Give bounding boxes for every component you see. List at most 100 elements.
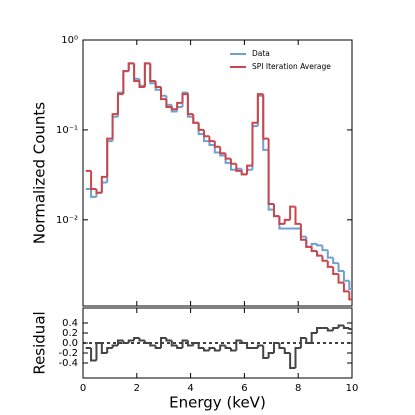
step-segment	[219, 344, 226, 351]
step-segment	[316, 250, 323, 257]
step-segment	[262, 94, 269, 140]
step-segment	[133, 63, 140, 82]
step-segment	[208, 141, 215, 146]
step-segment	[192, 342, 199, 346]
step-segment	[127, 339, 135, 343]
step-segment	[316, 243, 323, 247]
y-tick-label: 0.2	[62, 328, 78, 339]
step-segment	[138, 338, 145, 342]
step-segment	[224, 153, 231, 160]
step-segment	[272, 342, 280, 353]
x-tick-label: 2	[134, 383, 140, 394]
step-segment	[95, 342, 102, 361]
step-segment	[310, 246, 318, 252]
step-segment	[348, 280, 352, 291]
step-segment	[106, 347, 113, 353]
step-segment	[337, 273, 344, 284]
step-segment	[122, 70, 129, 95]
plot-frame	[82, 39, 353, 307]
step-segment	[165, 338, 172, 342]
step-segment	[262, 345, 269, 359]
step-segment	[127, 62, 135, 72]
step-segment	[229, 158, 237, 165]
step-segment	[111, 344, 118, 348]
step-segment	[272, 203, 280, 218]
y-tick-label: 10⁻²	[56, 215, 78, 226]
step-segment	[337, 324, 344, 328]
step-segment	[143, 62, 151, 88]
step-segment	[332, 266, 339, 275]
y-axis-label: Residual	[31, 311, 49, 374]
step-segment	[283, 218, 291, 224]
step-segment	[170, 106, 178, 111]
step-segment	[299, 223, 307, 241]
step-segment	[100, 343, 108, 354]
step-segment	[186, 94, 194, 116]
step-segment	[278, 343, 285, 349]
step-segment	[337, 263, 344, 272]
step-segment	[229, 348, 237, 352]
step-segment	[116, 339, 124, 346]
step-segment	[219, 146, 226, 155]
step-segment	[299, 337, 307, 348]
step-segment	[246, 164, 253, 175]
step-segment	[186, 340, 194, 347]
step-segment	[251, 121, 258, 166]
step-segment	[283, 348, 291, 354]
step-segment	[165, 99, 172, 108]
step-segment	[90, 348, 97, 362]
legend-label: SPI Iteration Average	[252, 62, 331, 71]
step-segment	[289, 205, 296, 220]
x-tick-label: 4	[187, 383, 193, 394]
y-tick-label: -0.4	[58, 358, 78, 369]
step-segment	[240, 340, 248, 344]
step-segment	[235, 163, 242, 172]
step-segment	[305, 239, 312, 248]
step-segment	[213, 141, 221, 148]
step-segment	[149, 63, 156, 82]
step-segment	[197, 343, 205, 349]
step-segment	[95, 189, 102, 194]
step-segment	[348, 291, 352, 301]
step-segment	[138, 80, 145, 89]
step-segment	[348, 328, 352, 330]
step-segment	[133, 337, 140, 341]
step-segment	[203, 129, 210, 138]
step-segment	[294, 206, 301, 225]
step-segment	[246, 343, 253, 349]
step-segment	[149, 343, 156, 347]
x-tick-label: 0	[80, 383, 86, 394]
step-segment	[316, 327, 323, 333]
x-tick-label: 6	[241, 383, 247, 394]
y-tick-label: 10⁰	[61, 35, 78, 46]
step-segment	[181, 93, 188, 103]
step-segment	[278, 216, 285, 225]
step-segment	[235, 339, 242, 351]
step-segment	[208, 347, 215, 351]
step-segment	[160, 337, 167, 348]
step-segment	[224, 345, 231, 349]
step-segment	[176, 345, 183, 349]
step-segment	[321, 255, 328, 262]
step-segment	[203, 348, 210, 352]
x-axis-label: Energy (keV)	[169, 394, 266, 412]
step-segment	[197, 122, 205, 131]
step-segment	[332, 327, 339, 331]
step-segment	[326, 250, 334, 259]
y-tick-label: 0.0	[62, 338, 78, 349]
step-segment	[342, 270, 350, 282]
step-segment	[192, 114, 199, 124]
y-tick-label: -0.2	[58, 348, 78, 359]
step-segment	[181, 339, 188, 348]
step-segment	[90, 170, 97, 191]
step-segment	[267, 138, 274, 205]
step-segment	[305, 338, 312, 344]
step-segment	[208, 136, 215, 143]
step-segment	[240, 170, 248, 176]
step-segment	[111, 113, 118, 139]
step-segment	[294, 347, 301, 368]
x-tick-label: 8	[295, 383, 301, 394]
step-segment	[154, 345, 162, 349]
step-segment	[326, 328, 334, 332]
